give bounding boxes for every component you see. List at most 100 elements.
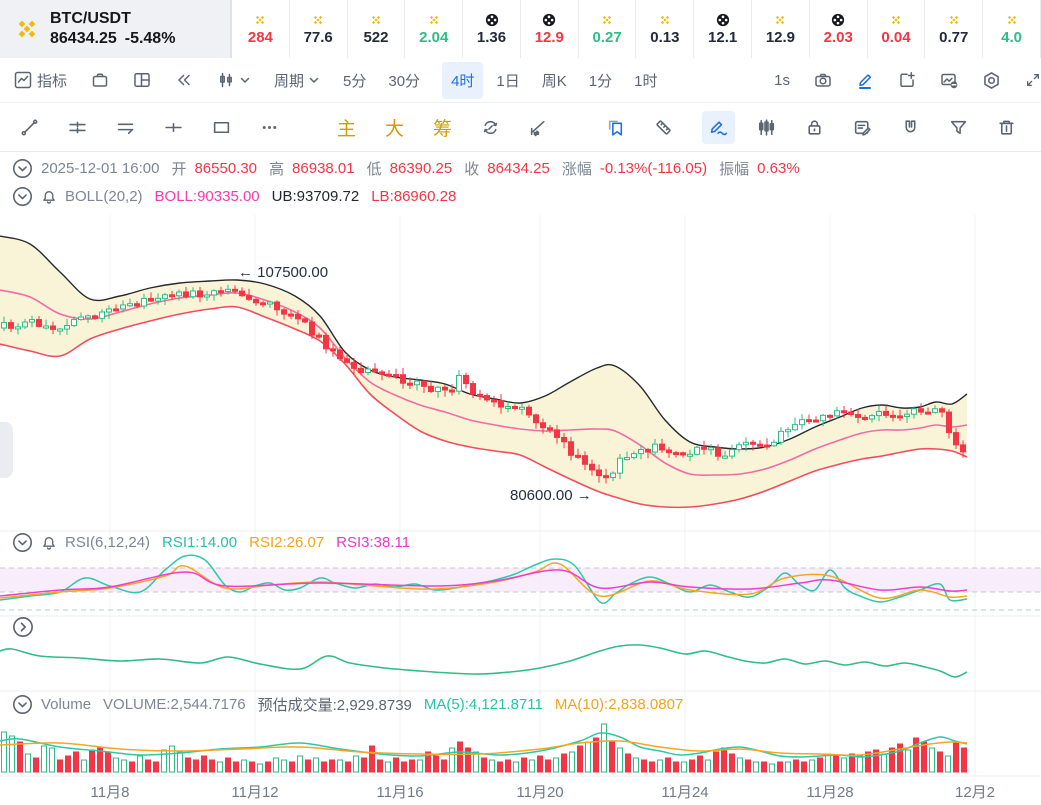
timeframe-4h[interactable]: 4时 xyxy=(442,61,484,99)
binance-logo-icon xyxy=(18,20,36,38)
ticker-item[interactable]: 2.04 xyxy=(405,0,464,58)
ticker-item[interactable]: 0.04 xyxy=(868,0,926,58)
horizontal-lines-tool[interactable] xyxy=(116,118,135,137)
volume-ma5: MA(5):4,121.8711 xyxy=(423,696,543,713)
price-change: -5.48% xyxy=(124,30,176,47)
fullscreen-icon[interactable] xyxy=(1025,71,1041,89)
binance-coin-icon xyxy=(429,15,438,24)
rsi-pane xyxy=(0,554,1041,611)
last-price: 86434.25 xyxy=(50,30,117,47)
ticker-item[interactable]: 0.77 xyxy=(925,0,984,58)
collapse-circle-icon[interactable] xyxy=(12,532,33,553)
wheel-coin-icon xyxy=(832,13,845,26)
ticker-value: 77.6 xyxy=(303,28,333,46)
ticker-item[interactable]: 12.9 xyxy=(521,0,579,58)
cycle-edit-tool[interactable] xyxy=(481,118,500,137)
rectangle-tool[interactable] xyxy=(212,118,231,137)
main-toolbar: 指标 周期 5分 30分 xyxy=(0,58,1041,103)
chips-mode-button[interactable]: 筹 xyxy=(433,118,453,140)
timeframe-1w[interactable]: 周K xyxy=(541,72,567,90)
collapse-circle-icon[interactable] xyxy=(12,186,33,207)
timeframe-1h[interactable]: 1时 xyxy=(634,72,658,90)
alert-bell-icon[interactable] xyxy=(41,535,57,551)
indicators-button[interactable]: 指标 xyxy=(14,70,67,91)
binance-coin-icon xyxy=(949,15,958,24)
x-axis-label: 11月16 xyxy=(376,784,424,801)
camera-icon[interactable] xyxy=(814,71,832,89)
timeframe-1s[interactable]: 1s xyxy=(774,71,790,89)
lock-tool[interactable] xyxy=(805,118,824,137)
parallel-lines-tool[interactable] xyxy=(68,118,87,137)
cross-line-tool[interactable] xyxy=(164,118,183,137)
indicators-label: 指标 xyxy=(37,72,68,90)
ruler-tool[interactable] xyxy=(654,118,673,137)
alert-bell-icon[interactable] xyxy=(41,189,57,205)
ticker-item[interactable]: 2.03 xyxy=(810,0,868,58)
binance-coin-icon xyxy=(1007,15,1016,24)
note-edit-tool[interactable] xyxy=(853,118,872,137)
layout-button[interactable] xyxy=(133,71,151,89)
ticker-item[interactable]: 4.0 xyxy=(983,0,1041,58)
large-mode-button[interactable]: 大 xyxy=(385,118,405,140)
ticker-item[interactable]: 77.6 xyxy=(290,0,348,58)
close-value: 86434.25 xyxy=(487,160,550,177)
delete-drawings-button[interactable] xyxy=(997,118,1016,137)
main-chart-mode-button[interactable]: 主 xyxy=(337,118,357,140)
boll-lb-value: LB:86960.28 xyxy=(371,188,457,205)
collapse-circle-icon[interactable] xyxy=(12,158,33,179)
close-label: 收 xyxy=(464,161,480,178)
wheel-coin-icon xyxy=(485,13,498,26)
boll-info-row: BOLL(20,2) BOLL:90335.00 UB:93709.72 LB:… xyxy=(12,186,456,207)
binance-coin-icon xyxy=(891,15,901,24)
compare-candles-tool[interactable] xyxy=(757,118,776,137)
ticker-item[interactable]: 0.27 xyxy=(579,0,637,58)
ticker-item[interactable]: 12.1 xyxy=(694,0,753,58)
chart-style-button[interactable] xyxy=(217,71,250,89)
timeframe-5m[interactable]: 5分 xyxy=(343,72,367,90)
collapse-circle-icon[interactable] xyxy=(12,694,33,715)
settings-gear-icon[interactable] xyxy=(982,71,1001,90)
timeframe-1d[interactable]: 1日 xyxy=(496,72,520,90)
magnet-tool[interactable] xyxy=(901,118,920,137)
trend-line-tool[interactable] xyxy=(20,118,39,137)
low-label: 低 xyxy=(366,161,382,178)
draw-pencil-icon[interactable] xyxy=(856,71,874,89)
timeframe-1min[interactable]: 1分 xyxy=(588,72,613,90)
volume-pane xyxy=(0,723,968,773)
image-remove-icon[interactable] xyxy=(940,71,958,89)
strike-line-tool[interactable] xyxy=(529,118,548,137)
save-layout-button[interactable] xyxy=(91,71,109,89)
filter-tool[interactable] xyxy=(949,118,968,137)
x-axis-label: 11月24 xyxy=(661,784,709,801)
ticker-item[interactable]: 284 xyxy=(232,0,290,58)
x-axis-label: 11月20 xyxy=(516,784,564,801)
chevron-down-icon xyxy=(240,77,250,83)
freehand-draw-tool[interactable] xyxy=(702,110,736,144)
side-panel-handle[interactable] xyxy=(0,422,13,478)
ticker-item[interactable]: 0.13 xyxy=(636,0,695,58)
change-value: -0.13%(-116.05) xyxy=(599,160,708,177)
ticker-item[interactable]: 12.9 xyxy=(752,0,810,58)
ticker-item[interactable]: 522 xyxy=(348,0,406,58)
binance-coin-icon xyxy=(602,15,612,24)
x-axis[interactable]: 11月8 11月12 11月16 11月20 11月24 11月28 12月2 xyxy=(0,779,1041,803)
add-frame-icon[interactable] xyxy=(898,71,916,89)
ticker-item[interactable]: 1.36 xyxy=(463,0,521,58)
more-tools-button[interactable] xyxy=(260,118,279,137)
period-dropdown[interactable]: 周期 xyxy=(274,70,319,91)
x-axis-label: 11月28 xyxy=(806,784,854,801)
pair-summary[interactable]: BTC/USDT 86434.25 -5.48% xyxy=(0,0,232,58)
timeframe-30m[interactable]: 30分 xyxy=(388,72,421,90)
expand-circle-icon[interactable] xyxy=(12,616,34,638)
line-indicator-pane xyxy=(0,644,968,678)
ticker-value: 4.0 xyxy=(1001,28,1022,46)
replay-button[interactable] xyxy=(175,71,193,89)
bookmark-tool[interactable] xyxy=(606,118,625,137)
low-value: 86390.25 xyxy=(389,160,453,177)
change-label: 涨幅 xyxy=(561,161,592,178)
price-annotation: 80600.00 → xyxy=(510,487,592,504)
briefcase-icon xyxy=(92,73,108,87)
ohlc-info-row: 2025-12-01 16:00 开 86550.30 高 86938.01 低 86… xyxy=(12,158,800,179)
